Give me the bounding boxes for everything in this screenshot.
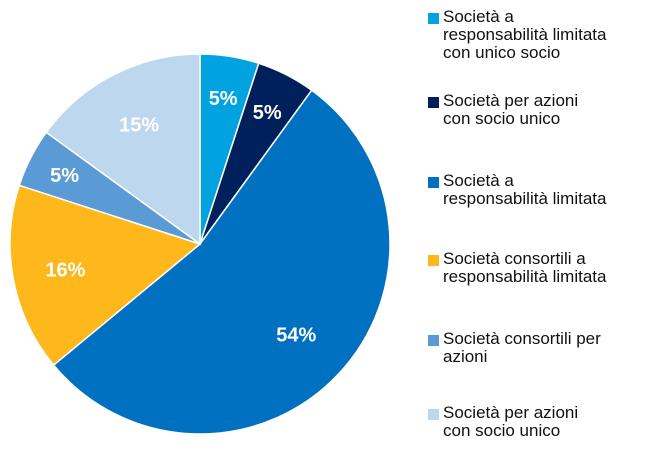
pie-slice-3 xyxy=(9,184,202,367)
pie-chart: 5% 5% 54% 16% 5% 15% xyxy=(9,53,391,435)
legend-item-2: Società a responsabilità limitata xyxy=(428,172,653,208)
legend-label-4: Società consortili per azioni xyxy=(443,329,601,366)
legend-label-0: Società a responsabilità limitata con un… xyxy=(443,7,607,62)
legend-label-1: Società per azioni con socio unico xyxy=(443,91,579,128)
legend-item-4: Società consortili per azioni xyxy=(428,330,653,366)
legend-swatch-5 xyxy=(428,409,439,420)
legend-swatch-3 xyxy=(428,255,439,266)
legend-item-3: Società consortili a responsabilità limi… xyxy=(428,250,653,286)
pie-slice-label-0: 5% xyxy=(209,88,238,110)
legend-swatch-2 xyxy=(428,177,439,188)
legend-label-3: Società consortili a responsabilità limi… xyxy=(443,249,607,286)
legend-label-5: Società per azioni con socio unico xyxy=(443,403,579,440)
pie-slice-label-4: 5% xyxy=(50,165,79,187)
legend-swatch-1 xyxy=(428,97,439,108)
pie-slice-2 xyxy=(52,89,391,435)
legend-item-1: Società per azioni con socio unico xyxy=(428,92,653,128)
legend-item-0: Società a responsabilità limitata con un… xyxy=(428,8,653,62)
pie-slice-label-2: 54% xyxy=(276,324,316,346)
pie-slice-label-3: 16% xyxy=(45,260,85,282)
pie-chart-svg: 5% 5% 54% 16% 5% 15% xyxy=(9,53,391,435)
legend-swatch-0 xyxy=(428,13,439,24)
legend-label-2: Società a responsabilità limitata xyxy=(443,171,607,208)
pie-slice-label-5: 15% xyxy=(119,115,159,137)
legend-item-5: Società per azioni con socio unico xyxy=(428,404,653,440)
pie-slice-label-1: 5% xyxy=(253,102,282,124)
pie-slice-5 xyxy=(45,53,201,246)
legend-swatch-4 xyxy=(428,335,439,346)
